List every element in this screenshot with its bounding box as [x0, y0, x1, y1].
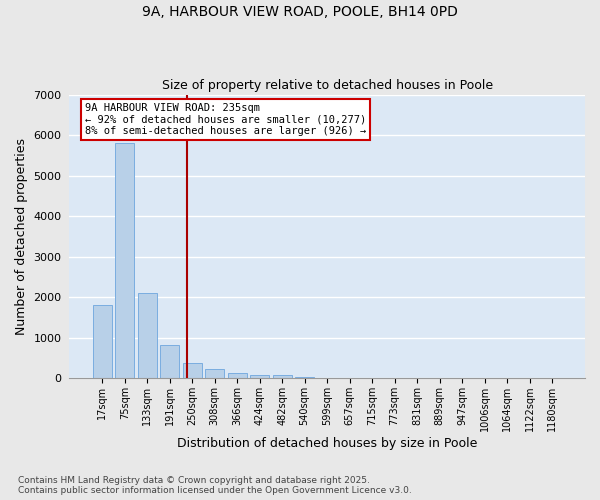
X-axis label: Distribution of detached houses by size in Poole: Distribution of detached houses by size … [177, 437, 478, 450]
Bar [93, 306, 112, 378]
Bar [138, 293, 157, 378]
Text: 9A HARBOUR VIEW ROAD: 235sqm
← 92% of detached houses are smaller (10,277)
8% of: 9A HARBOUR VIEW ROAD: 235sqm ← 92% of de… [85, 103, 366, 136]
Y-axis label: Number of detached properties: Number of detached properties [15, 138, 28, 335]
Bar [160, 344, 179, 378]
Bar [250, 374, 269, 378]
Bar [182, 364, 202, 378]
Bar [227, 373, 247, 378]
Bar [295, 377, 314, 378]
Bar [115, 143, 134, 378]
Text: 9A, HARBOUR VIEW ROAD, POOLE, BH14 0PD: 9A, HARBOUR VIEW ROAD, POOLE, BH14 0PD [142, 5, 458, 19]
Bar [205, 369, 224, 378]
Title: Size of property relative to detached houses in Poole: Size of property relative to detached ho… [161, 79, 493, 92]
Bar [272, 375, 292, 378]
Text: Contains HM Land Registry data © Crown copyright and database right 2025.
Contai: Contains HM Land Registry data © Crown c… [18, 476, 412, 495]
